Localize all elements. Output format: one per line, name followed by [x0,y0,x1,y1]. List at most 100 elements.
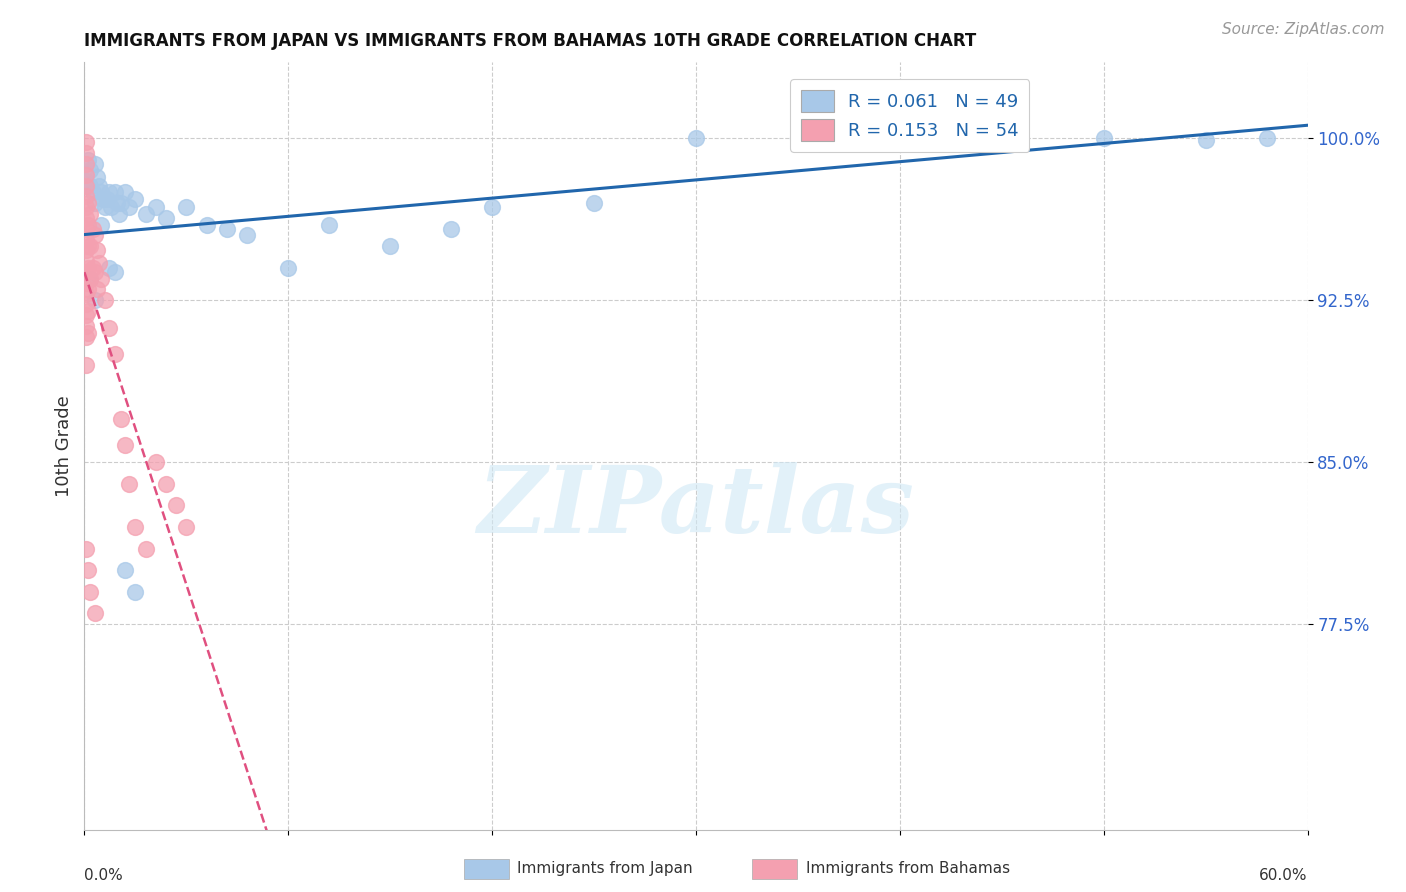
Point [79,271,101,285]
Point [86,282,108,296]
Point [124,520,146,534]
Point [104,265,127,279]
Point [97,260,120,275]
Point [75,358,97,372]
Point [583,195,606,210]
Point [87,178,110,193]
Point [75,308,97,322]
Point [110,195,132,210]
Point [75,541,97,556]
Point [75,254,97,268]
Point [75,146,97,161]
Point [75,330,97,344]
Point [75,319,97,334]
Point [110,412,132,426]
Point [787,131,810,145]
Point [77,239,100,253]
Point [91,192,114,206]
Text: 0.0%: 0.0% [84,869,124,883]
Point [145,200,167,214]
Point [118,200,141,214]
Point [114,563,136,577]
Point [90,185,112,199]
Text: Immigrants from Bahamas: Immigrants from Bahamas [806,862,1010,876]
Point [93,200,115,214]
Point [75,244,97,258]
Point [75,200,97,214]
Legend: R = 0.061   N = 49, R = 0.153   N = 54: R = 0.061 N = 49, R = 0.153 N = 54 [790,79,1029,152]
Point [174,520,197,534]
Point [75,233,97,247]
Point [77,563,100,577]
Point [75,297,97,311]
Point [82,260,104,275]
Point [75,157,97,171]
Point [97,185,120,199]
Point [82,185,104,199]
Point [1195,133,1218,147]
Text: ZIPatlas: ZIPatlas [478,462,914,552]
Point [77,195,100,210]
Point [135,207,157,221]
Point [991,137,1014,152]
Point [155,211,177,225]
Point [93,293,115,307]
Point [104,347,127,361]
Point [77,218,100,232]
Point [135,541,157,556]
Point [1092,131,1115,145]
Point [79,207,101,221]
Point [104,185,127,199]
Point [1256,131,1278,145]
Point [83,265,105,279]
Point [83,293,105,307]
Point [174,200,197,214]
Point [155,476,177,491]
Point [75,265,97,279]
Point [87,256,110,270]
Point [165,499,187,513]
Point [75,286,97,301]
Point [75,136,97,150]
Text: Source: ZipAtlas.com: Source: ZipAtlas.com [1222,22,1385,37]
Point [105,195,128,210]
Point [83,195,105,210]
Point [77,282,100,296]
Point [236,228,259,243]
Text: IMMIGRANTS FROM JAPAN VS IMMIGRANTS FROM BAHAMAS 10TH GRADE CORRELATION CHART: IMMIGRANTS FROM JAPAN VS IMMIGRANTS FROM… [84,32,977,50]
Point [96,192,118,206]
Point [114,185,136,199]
Point [75,174,97,188]
Point [118,476,141,491]
Point [481,200,503,214]
Point [75,276,97,290]
Point [889,131,911,145]
Point [83,157,105,171]
Point [217,222,239,236]
Point [124,585,146,599]
Point [277,260,299,275]
Point [75,168,97,182]
Point [108,207,131,221]
Point [90,271,112,285]
Point [440,222,463,236]
Point [124,192,146,206]
Point [75,222,97,236]
Point [79,239,101,253]
Point [79,585,101,599]
Point [75,178,97,193]
Y-axis label: 10th Grade: 10th Grade [55,395,73,497]
Point [86,244,108,258]
Point [100,200,122,214]
Point [77,326,100,340]
Point [83,228,105,243]
Point [97,321,120,335]
Point [75,211,97,225]
Point [86,169,108,184]
Point [145,455,167,469]
Point [90,218,112,232]
Point [77,260,100,275]
Point [79,163,101,178]
Point [79,271,101,285]
Text: Immigrants from Japan: Immigrants from Japan [517,862,693,876]
